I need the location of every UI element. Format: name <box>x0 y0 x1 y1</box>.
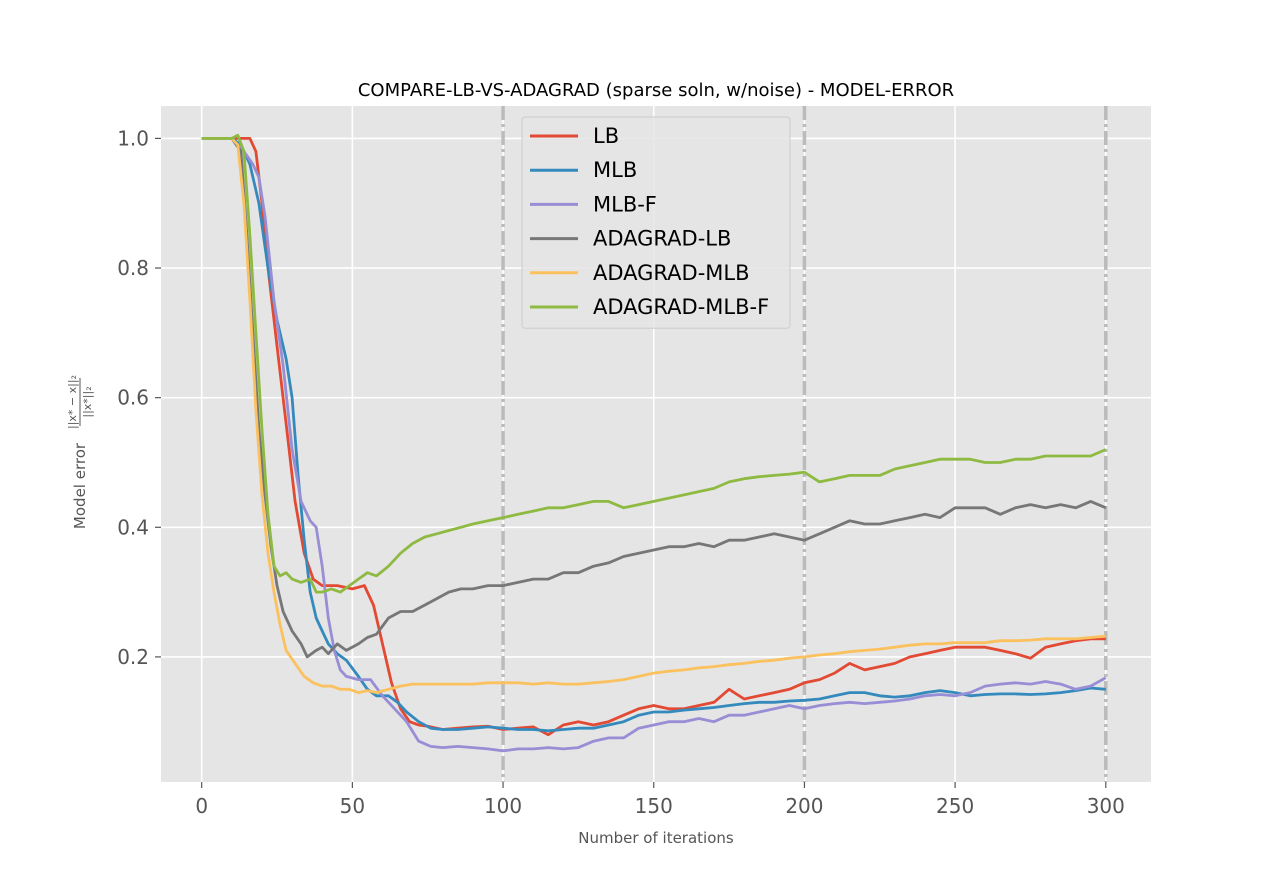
x-tick-label: 0 <box>195 794 208 818</box>
x-tick-label: 150 <box>635 794 673 818</box>
legend: LB MLB MLB-F ADAGRAD-LB ADAGRAD-MLB ADAGRAD-M… <box>521 116 791 329</box>
legend-label: MLB <box>593 158 637 182</box>
y-axis-label: Model error ||x* − x||₂ ||x*||₂ <box>66 375 94 529</box>
series-lines <box>201 133 1107 753</box>
series-line-mlb <box>201 137 1106 733</box>
y-axis-label-prefix: Model error <box>71 442 89 529</box>
legend-label: MLB-F <box>593 192 657 216</box>
y-axis-label-numerator: ||x* − x||₂ <box>66 375 79 429</box>
series-line-adagrad-mlb-f <box>201 133 1107 594</box>
series-line-lb <box>201 137 1106 737</box>
x-axis-label: Number of iterations <box>578 829 734 847</box>
x-tick-label: 50 <box>340 794 365 818</box>
reference-lines <box>501 106 1108 782</box>
y-tick-label: 0.8 <box>117 256 149 280</box>
series-line-adagrad-lb <box>201 137 1107 659</box>
y-tick-label: 0.4 <box>117 515 149 539</box>
legend-label: ADAGRAD-LB <box>593 227 731 251</box>
series-line-mlb-f <box>201 137 1107 753</box>
x-tick-label: 250 <box>936 794 974 818</box>
y-tick-label: 1.0 <box>117 126 149 150</box>
axis-ticks: 0 50 100 150 200 250 300 0.2 0.4 0.6 0.8 1.0 <box>117 126 1125 818</box>
series-line-adagrad-mlb <box>201 137 1106 694</box>
legend-label: ADAGRAD-MLB <box>593 261 750 285</box>
legend-label: ADAGRAD-MLB-F <box>593 295 769 319</box>
legend-box <box>521 116 791 329</box>
y-axis-label-denominator: ||x*||₂ <box>81 386 94 417</box>
x-tick-label: 200 <box>785 794 823 818</box>
y-tick-label: 0.2 <box>117 645 149 669</box>
chart-title: COMPARE-LB-VS-ADAGRAD (sparse soln, w/no… <box>358 80 954 101</box>
legend-label: LB <box>593 124 619 148</box>
y-tick-label: 0.6 <box>117 386 149 410</box>
x-tick-label: 100 <box>484 794 522 818</box>
x-tick-label: 300 <box>1087 794 1125 818</box>
